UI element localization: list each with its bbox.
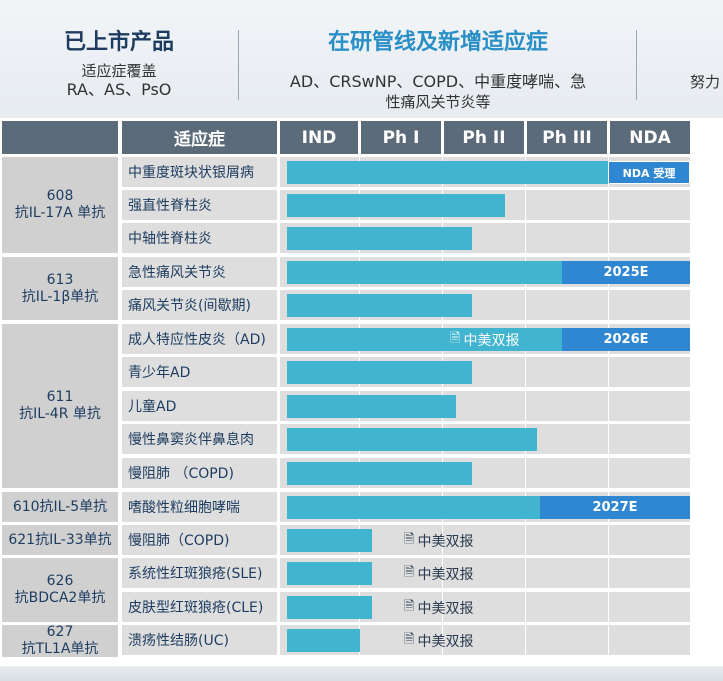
- group-613: 613 抗IL-1β单抗: [2, 257, 118, 320]
- dual-filing-note: 🗎 中美双报: [450, 328, 519, 351]
- progress-bar: [287, 596, 372, 619]
- top-banner: 已上市产品 适应症覆盖 RA、AS、PsO 在研管线及新增适应症 AD、CRSw…: [0, 0, 723, 118]
- dual-filing-note: 🗎 中美双报: [404, 562, 473, 585]
- progress-bar: [287, 361, 472, 384]
- group-code: 613: [46, 271, 74, 288]
- marketed-line2: RA、AS、PsO: [66, 80, 172, 99]
- document-icon: 🗎: [404, 598, 415, 614]
- dual-filing-note: 🗎 中美双报: [404, 629, 473, 652]
- group-code: 621抗IL-33单抗: [8, 531, 112, 548]
- progress-bar: [287, 562, 372, 585]
- document-icon: 🗎: [404, 531, 415, 547]
- header-ind: IND: [280, 121, 358, 154]
- milestone-badge: 2026E: [562, 328, 690, 351]
- dual-filing-note: 🗎 中美双报: [404, 596, 473, 619]
- group-target: 抗IL-1β单抗: [21, 288, 99, 305]
- group-code: 608: [46, 188, 74, 204]
- group-target: 抗IL-17A 单抗: [14, 205, 106, 221]
- milestone-badge: 2027E: [540, 496, 690, 519]
- document-icon: 🗎: [450, 330, 461, 346]
- group-code: 627: [46, 624, 74, 640]
- header-ph2: Ph II: [444, 121, 524, 154]
- progress-bar: [287, 194, 505, 217]
- group-610: 610抗IL-5单抗: [2, 492, 118, 522]
- progress-bar: [287, 496, 541, 519]
- progress-bar: [287, 161, 609, 184]
- indication-cell: 慢性鼻窦炎伴鼻息肉: [122, 424, 277, 454]
- indication-cell: 中重度斑块状银屑病: [122, 157, 277, 187]
- indication-cell: 儿童AD: [122, 391, 277, 421]
- divider: [636, 30, 637, 100]
- header-nda: NDA: [610, 121, 690, 154]
- note-text: 中美双报: [417, 533, 474, 550]
- divider: [238, 30, 239, 100]
- indication-cell: 急性痛风关节炎: [122, 257, 277, 287]
- group-code: 626: [46, 573, 74, 589]
- pipeline-line1: AD、CRSwNP、COPD、中重度哮喘、急: [289, 72, 587, 91]
- progress-bar: [287, 529, 372, 552]
- milestone-badge: NDA 受理: [608, 161, 690, 184]
- document-icon: 🗎: [404, 564, 415, 580]
- indication-cell: 中轴性脊柱炎: [122, 223, 277, 253]
- group-code: 611: [46, 389, 74, 405]
- header-indication: 适应症: [122, 121, 277, 154]
- group-target: 抗IL-4R 单抗: [19, 406, 101, 422]
- indication-cell: 嗜酸性粒细胞哮喘: [122, 492, 277, 522]
- note-text: 中美双报: [463, 332, 520, 349]
- progress-bar: [287, 428, 537, 451]
- indication-cell: 系统性红斑狼疮(SLE): [122, 558, 277, 588]
- progress-bar: [287, 227, 472, 250]
- progress-bar: [287, 629, 360, 652]
- pipeline-line2: 性痛风关节炎等: [385, 93, 491, 111]
- cut-text: 努力: [690, 73, 721, 91]
- marketed-line1: 适应症覆盖: [81, 62, 157, 80]
- progress-bar: [287, 294, 472, 317]
- dual-filing-note: 🗎 中美双报: [404, 529, 473, 552]
- group-target: 抗TL1A单抗: [21, 641, 99, 657]
- footer-band: [0, 666, 723, 681]
- milestone-badge: 2025E: [562, 261, 690, 284]
- indication-cell: 溃疡性结肠(UC): [122, 625, 277, 655]
- indication-cell: 青少年AD: [122, 357, 277, 387]
- group-target: 抗BDCA2单抗: [14, 590, 106, 606]
- group-626: 626 抗BDCA2单抗: [2, 558, 118, 622]
- indication-cell: 成人特应性皮炎（AD): [122, 324, 277, 354]
- document-icon: 🗎: [404, 631, 415, 647]
- column-separator: [608, 157, 609, 657]
- indication-cell: 强直性脊柱炎: [122, 190, 277, 220]
- header-ph3: Ph III: [527, 121, 607, 154]
- group-611: 611 抗IL-4R 单抗: [2, 324, 118, 488]
- note-text: 中美双报: [417, 566, 474, 583]
- group-627: 627 抗TL1A单抗: [2, 624, 118, 657]
- column-separator: [525, 157, 526, 657]
- header-blank: [2, 121, 118, 154]
- indication-cell: 皮肤型红斑狼疮(CLE): [122, 592, 277, 622]
- group-code: 610抗IL-5单抗: [12, 498, 108, 515]
- note-text: 中美双报: [417, 600, 474, 617]
- group-621: 621抗IL-33单抗: [2, 525, 118, 555]
- indication-cell: 慢阻肺 （COPD): [122, 458, 277, 488]
- group-608: 608 抗IL-17A 单抗: [2, 157, 118, 253]
- progress-bar: [287, 395, 456, 418]
- progress-bar: [287, 462, 472, 485]
- progress-bar: [287, 328, 565, 351]
- pipeline-title: 在研管线及新增适应症: [327, 30, 548, 55]
- note-text: 中美双报: [417, 633, 474, 650]
- progress-bar: [287, 261, 565, 284]
- marketed-title: 已上市产品: [63, 30, 174, 55]
- indication-cell: 痛风关节炎(间歇期): [122, 290, 277, 320]
- indication-cell: 慢阻肺（COPD): [122, 525, 277, 555]
- header-ph1: Ph I: [361, 121, 441, 154]
